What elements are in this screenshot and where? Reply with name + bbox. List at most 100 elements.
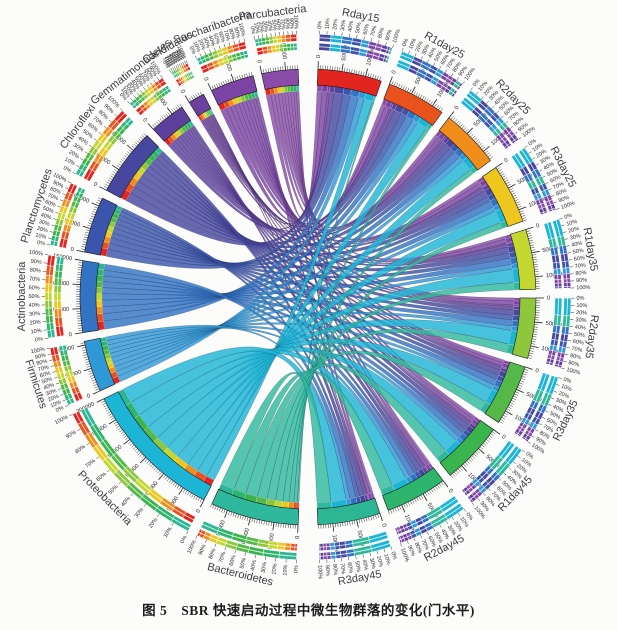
percent-label: 40%	[120, 496, 132, 508]
composition-rings	[44, 34, 572, 560]
percent-label: 40%	[505, 474, 517, 486]
percent-label: 40%	[250, 560, 258, 572]
band-R3day25	[482, 167, 524, 227]
percent-label: 40%	[574, 324, 586, 331]
percent-label: 30%	[261, 21, 269, 33]
percent-label: 90%	[65, 430, 78, 441]
percent-label: 60%	[29, 285, 40, 291]
percent-label: 70%	[279, 18, 286, 30]
band-Firmicutes	[83, 337, 116, 392]
chord-diagram: 0500000500000050000050000100000050000100…	[16, 3, 601, 589]
percent-label: 20%	[257, 21, 265, 33]
percent-label: 30%	[38, 219, 50, 228]
percent-label: 40%	[266, 20, 273, 32]
percent-scale: 0%10%20%30%40%50%60%70%80%90%100%0%10%20…	[28, 15, 590, 580]
scale-label-Planctomycetes: 0	[70, 247, 74, 254]
percent-label: 20%	[576, 310, 587, 317]
percent-label: 20%	[515, 463, 527, 475]
scale-label-Rday15: 0	[316, 55, 322, 58]
percent-label: 40%	[40, 212, 52, 221]
percent-label: 40%	[571, 241, 583, 249]
percent-label: 30%	[488, 90, 500, 102]
percent-label: 60%	[96, 471, 108, 483]
percent-label: 70%	[446, 57, 457, 70]
percent-label: 100%	[292, 15, 299, 29]
percent-label: 30%	[45, 388, 58, 397]
percent-label: 70%	[46, 193, 59, 203]
scale-label-Firmicutes: 0	[86, 393, 91, 400]
percent-label: 20%	[163, 55, 174, 68]
percent-label: 0%	[524, 451, 534, 461]
percent-label: 20%	[148, 517, 159, 530]
percent-label: 10%	[520, 457, 532, 469]
percent-label: 80%	[74, 444, 87, 455]
band-Chloroflexi	[106, 135, 159, 199]
percent-label: 0%	[55, 405, 65, 414]
percent-label: 10%	[161, 56, 172, 69]
percent-label: 30%	[446, 524, 457, 537]
percent-label: 50%	[81, 129, 94, 140]
percent-label: 80%	[143, 68, 154, 81]
percent-label: 80%	[283, 18, 290, 30]
percent-label: 20%	[568, 226, 580, 235]
percent-label: 50%	[133, 76, 145, 88]
percent-label: 50%	[546, 168, 559, 178]
band-Parcubacteria	[261, 68, 300, 90]
percent-label: 60%	[86, 122, 98, 134]
percent-label: 30%	[555, 397, 568, 407]
percent-label: 20%	[29, 320, 41, 327]
band-Saccharibacteria	[211, 75, 258, 106]
percent-label: 80%	[575, 270, 587, 277]
scale-label-R1day45: 0	[500, 434, 506, 441]
percent-label: 90%	[568, 360, 580, 369]
percent-label: 80%	[452, 61, 463, 74]
percent-label: 80%	[227, 28, 236, 40]
percent-label: 60%	[275, 19, 282, 31]
percent-label: 0%	[472, 78, 482, 88]
percent-label: 90%	[517, 122, 529, 134]
percent-label: 50%	[28, 294, 39, 300]
percent-label: 60%	[217, 31, 226, 43]
scale-label-Chloroflexi: 0	[92, 181, 98, 188]
band-R2day25	[438, 117, 492, 171]
percent-label: 40%	[427, 47, 437, 60]
percent-label: 10%	[252, 22, 260, 34]
percent-label: 10%	[325, 18, 332, 30]
scale-label-Parcubacteria: 0	[255, 59, 262, 63]
percent-label: 10%	[576, 303, 587, 309]
percent-label: 30%	[340, 19, 347, 31]
percent-label: 100%	[175, 45, 187, 60]
percent-label: 90%	[558, 195, 571, 205]
percent-label: 10%	[458, 516, 469, 529]
percent-label: 40%	[543, 161, 556, 172]
percent-label: 0%	[576, 296, 584, 302]
scale-label-Gemmatimonadetes: 0	[141, 117, 148, 123]
scale-label-Bacteroidetes: 0	[295, 536, 301, 539]
percent-label: 40%	[29, 303, 40, 309]
percent-label: 30%	[29, 311, 40, 318]
percent-label: 50%	[549, 411, 562, 421]
percent-label: 100%	[316, 565, 323, 579]
percent-label: 60%	[170, 51, 181, 64]
band-Rday15	[316, 68, 382, 97]
percent-label: 10%	[477, 80, 489, 92]
percent-label: 70%	[571, 346, 583, 354]
percent-label: 20%	[123, 84, 135, 96]
percent-label: 80%	[49, 186, 62, 196]
band-Actinobacteria	[79, 260, 100, 334]
percent-label: 60%	[346, 562, 354, 574]
percent-label: 10%	[63, 157, 76, 168]
band-R1day45	[439, 419, 494, 476]
percent-label: 20%	[271, 563, 278, 575]
percent-label: 70%	[218, 551, 227, 563]
percent-label: 30%	[261, 561, 269, 573]
percent-label: 70%	[508, 111, 520, 123]
percent-label: 0%	[464, 512, 474, 522]
percent-label: 20%	[535, 149, 548, 160]
percent-label: 10%	[191, 40, 201, 53]
percent-label: 60%	[426, 535, 436, 548]
percent-label: 20%	[415, 40, 425, 53]
percent-label: 10%	[532, 142, 545, 153]
percent-label: 20%	[557, 391, 570, 401]
